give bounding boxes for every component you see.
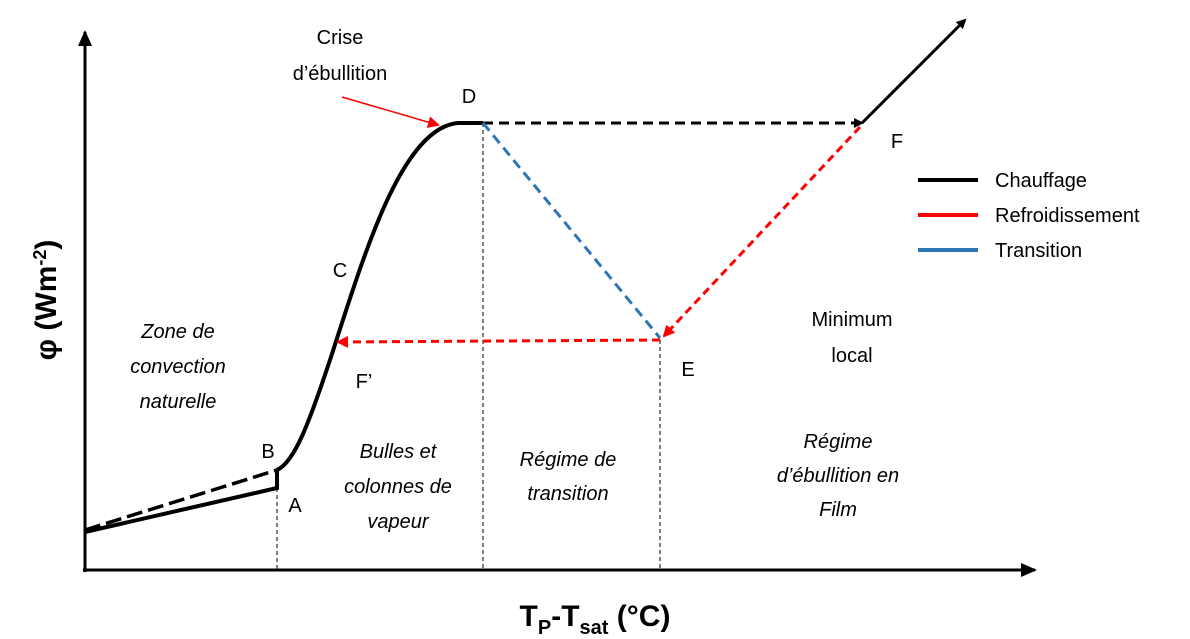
point-label: F’ <box>356 371 373 393</box>
axes <box>78 30 1037 577</box>
guides <box>276 123 661 570</box>
zone-text: convection <box>130 356 226 378</box>
legend-label: Chauffage <box>995 170 1087 192</box>
x-sub: P <box>538 617 551 639</box>
zone-text: Zone de <box>140 321 214 343</box>
point-label: C <box>333 260 347 282</box>
zone-text: transition <box>527 483 608 505</box>
x-label: T <box>520 600 538 633</box>
zone-text: Bulles et <box>360 441 438 463</box>
point-label: D <box>462 86 476 108</box>
zone-text: Minimum <box>811 309 892 331</box>
legend-label: Transition <box>995 240 1082 262</box>
labels: Crise d’ébullition D F C F’ E B A <box>261 27 903 517</box>
zone-text: d’ébullition en <box>777 465 899 487</box>
point-label: F <box>891 131 903 153</box>
y-axis-label: φ (Wm-2) <box>30 240 63 361</box>
zone-text: naturelle <box>140 391 217 413</box>
legend-label: Refroidissement <box>995 205 1140 227</box>
x-sub: sat <box>580 617 609 639</box>
zone-text: Régime <box>804 431 873 453</box>
zone-text: Film <box>819 499 857 521</box>
point-label: E <box>681 359 694 381</box>
zone-text: colonnes de <box>344 476 452 498</box>
y-label-end: ) <box>30 240 63 250</box>
x-label: (°C) <box>608 600 670 633</box>
point-label: A <box>288 495 302 517</box>
zones: Zone de convection naturelle Bulles et colon… <box>130 309 899 533</box>
curves <box>84 18 967 534</box>
point-label: B <box>261 441 274 463</box>
zone-text: local <box>831 345 872 367</box>
y-label: φ (Wm <box>30 266 63 361</box>
x-axis-label: TP-Tsat (°C) <box>520 600 671 639</box>
zone-text: vapeur <box>367 511 429 533</box>
x-label: -T <box>551 600 579 633</box>
annotation: d’ébullition <box>293 63 388 85</box>
legend: Chauffage Refroidissement Transition <box>918 170 1140 262</box>
annotation: Crise <box>317 27 364 49</box>
y-label-sup: -2 <box>30 250 50 266</box>
zone-text: Régime de <box>520 449 617 471</box>
